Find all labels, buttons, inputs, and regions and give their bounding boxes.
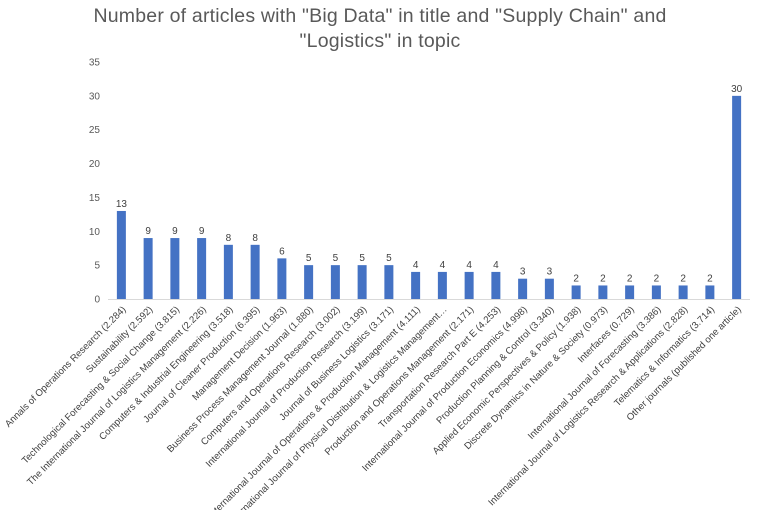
- y-tick-label: 20: [89, 159, 101, 170]
- data-label: 5: [359, 253, 365, 264]
- category-label: The International Journal of Logistics M…: [25, 304, 209, 488]
- data-label: 9: [145, 226, 151, 237]
- bar: [384, 265, 394, 299]
- bar: [571, 285, 581, 299]
- data-label: 2: [600, 273, 606, 284]
- y-tick-label: 25: [89, 125, 101, 136]
- data-labels: 13 9 9 9 8 8 6 5 5 5 5 4 4 4 4 3 3 2 2 2 2 2 2 30: [116, 84, 743, 285]
- data-label: 5: [386, 253, 392, 264]
- bar: [705, 285, 715, 299]
- data-label: 2: [573, 273, 579, 284]
- bar: [518, 278, 528, 299]
- bar: [625, 285, 635, 299]
- data-label: 5: [306, 253, 312, 264]
- data-label: 2: [654, 273, 660, 284]
- data-label: 13: [116, 199, 128, 210]
- bar: [437, 271, 447, 299]
- bar: [170, 238, 180, 299]
- bar: [678, 285, 688, 299]
- y-tick-label: 15: [89, 193, 101, 204]
- bar: [598, 285, 608, 299]
- bars: [116, 95, 742, 299]
- data-label: 3: [520, 267, 526, 278]
- bar: [197, 238, 207, 299]
- chart-title-line-2: "Logistics" in topic: [299, 30, 461, 52]
- data-label: 2: [627, 273, 633, 284]
- y-tick-label: 35: [89, 58, 101, 69]
- bar: [464, 271, 474, 299]
- y-tick-label: 5: [94, 261, 100, 272]
- data-label: 2: [680, 273, 686, 284]
- y-tick-label: 0: [94, 295, 100, 306]
- data-label: 9: [172, 226, 178, 237]
- data-label: 9: [199, 226, 205, 237]
- bar: [732, 95, 742, 299]
- data-label: 4: [493, 260, 499, 271]
- data-label: 8: [252, 233, 258, 244]
- data-label: 4: [440, 260, 446, 271]
- data-label: 8: [226, 233, 232, 244]
- y-tick-label: 30: [89, 91, 101, 102]
- data-label: 4: [466, 260, 472, 271]
- data-label: 3: [547, 267, 553, 278]
- bar: [304, 265, 314, 299]
- bar: [116, 210, 126, 299]
- bar: [250, 244, 260, 299]
- chart-title-line-1: Number of articles with "Big Data" in ti…: [93, 5, 667, 27]
- bar: [223, 244, 233, 299]
- bar: [277, 258, 287, 299]
- data-label: 30: [731, 84, 743, 95]
- bar: [411, 271, 421, 299]
- bar: [330, 265, 340, 299]
- y-tick-label: 10: [89, 227, 101, 238]
- chart-title: Number of articles with "Big Data" in ti…: [0, 4, 760, 54]
- data-label: 2: [707, 273, 713, 284]
- bar: [491, 271, 501, 299]
- bar: [143, 238, 153, 299]
- bar: [651, 285, 661, 299]
- bar: [357, 265, 367, 299]
- data-label: 6: [279, 246, 285, 257]
- data-label: 4: [413, 260, 419, 271]
- bar: [544, 278, 554, 299]
- data-label: 5: [333, 253, 339, 264]
- category-labels: Annals of Operations Research (2.284)Sus…: [3, 304, 744, 510]
